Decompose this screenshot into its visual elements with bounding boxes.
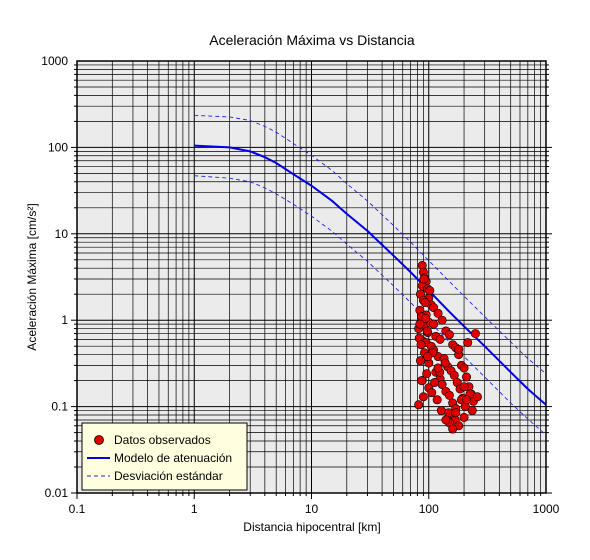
x-tick-label: 1 (191, 502, 198, 516)
data-point (462, 395, 472, 405)
y-tick-label: 10 (55, 227, 69, 241)
data-point (459, 382, 469, 392)
x-tick-label: 0.1 (69, 502, 86, 516)
y-tick-label: 1000 (41, 54, 68, 68)
y-axis-label: Aceleración Máxima [cm/s²] (25, 203, 39, 350)
data-point (451, 408, 461, 418)
data-point (444, 330, 454, 340)
data-point (415, 356, 425, 366)
data-point (433, 308, 443, 318)
data-point (420, 298, 430, 308)
data-point (472, 392, 482, 402)
legend-box (81, 422, 248, 491)
data-point (425, 286, 435, 296)
legend-marker-datos (94, 435, 104, 445)
scatter-points (414, 260, 482, 434)
data-point (422, 326, 432, 336)
data-point (414, 400, 424, 410)
x-tick-label: 1000 (533, 502, 560, 516)
data-point (421, 313, 431, 323)
data-point (417, 376, 427, 386)
data-point (432, 395, 442, 405)
data-point (470, 329, 480, 339)
data-point (415, 319, 425, 329)
grid (76, 61, 546, 494)
axis-ticks (71, 64, 552, 499)
data-point (427, 388, 437, 398)
series-lines (194, 114, 546, 436)
data-point (419, 274, 429, 284)
data-point (435, 334, 445, 344)
model-line (194, 144, 546, 406)
data-point (430, 378, 440, 388)
legend-label-modelo: Modelo de atenuación (114, 451, 232, 465)
y-tick-label: 1 (61, 313, 68, 327)
legend-label-desviacion: Desviación estándar (114, 469, 223, 483)
y-tick-label: 100 (48, 140, 68, 154)
data-point (422, 369, 432, 379)
x-tick-label: 10 (305, 502, 319, 516)
data-point (416, 340, 426, 350)
data-point (418, 392, 428, 402)
x-tick-label: 100 (419, 502, 439, 516)
data-point (433, 363, 443, 373)
data-point (459, 412, 469, 422)
data-point (448, 424, 458, 434)
legend: Datos observados Modelo de atenuación De… (81, 422, 248, 491)
data-point (444, 390, 454, 400)
data-point (454, 344, 464, 354)
data-point (423, 352, 433, 362)
data-point (462, 372, 472, 382)
data-point (436, 406, 446, 416)
data-point (441, 415, 451, 425)
legend-label-datos: Datos observados (114, 433, 211, 447)
chart-title: Aceleración Máxima vs Distancia (209, 32, 415, 48)
data-point (463, 338, 473, 348)
data-point (440, 358, 450, 368)
deviation-line (194, 175, 546, 436)
data-point (437, 315, 447, 325)
x-axis-label: Distancia hipocentral [km] (243, 520, 380, 534)
y-tick-label: 0.01 (45, 486, 69, 500)
y-tick-label: 0.1 (51, 400, 68, 414)
data-point (467, 406, 477, 416)
data-point (459, 363, 469, 373)
deviation-line (194, 114, 546, 375)
data-point (429, 319, 439, 329)
